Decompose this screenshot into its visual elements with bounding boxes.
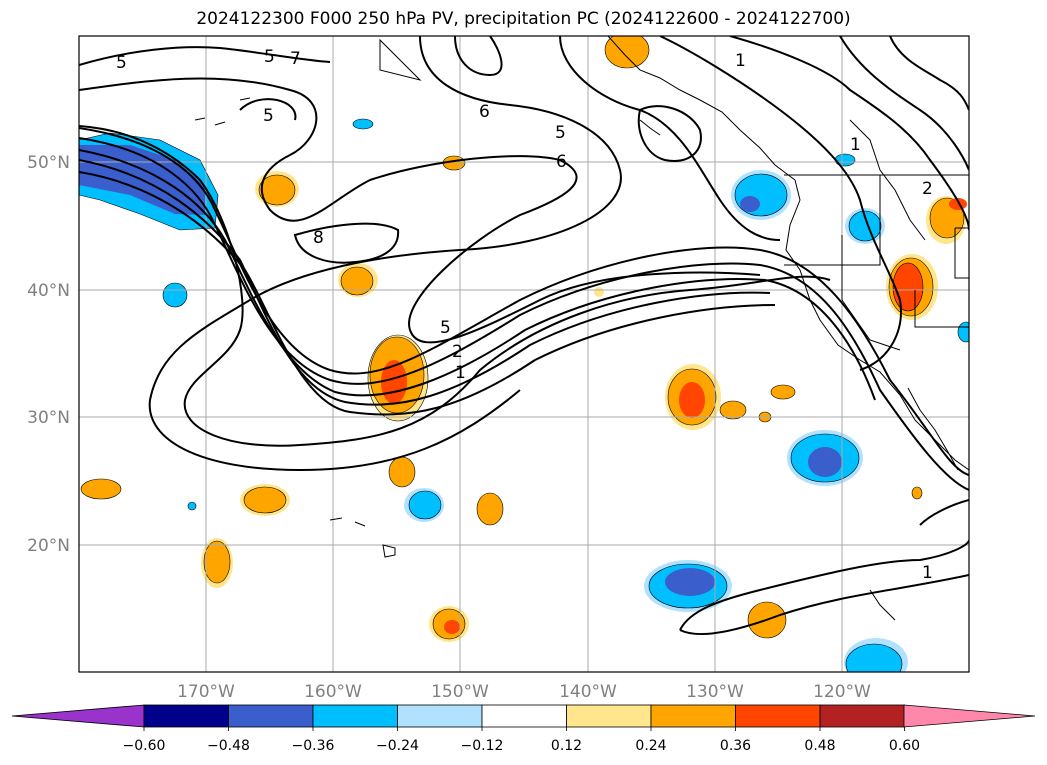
contour-line (454, 36, 503, 77)
lon-label: 140°W (559, 682, 617, 702)
colorbar-tick-label: 0.24 (635, 738, 666, 754)
contour-line (839, 36, 969, 171)
contour-labels: 5 5 7 6 5 6 8 5 2 1 1 1 2 1 5 (116, 47, 933, 583)
contour-line (79, 127, 969, 476)
contour-label: 6 (556, 152, 567, 172)
contour-label: 1 (850, 135, 861, 155)
contour-label: 2 (452, 342, 463, 362)
colorbar-extend-low (11, 704, 145, 728)
colorbar-tick-label: −0.60 (123, 738, 166, 754)
lat-label: 30°N (27, 408, 70, 428)
contour-label: 8 (313, 228, 324, 248)
colorbar-segment (735, 704, 821, 728)
contour-label: 5 (116, 53, 127, 73)
contour-line (293, 222, 400, 264)
negative-blob (787, 430, 863, 486)
contour-line (889, 36, 969, 111)
contour-label: 5 (263, 106, 274, 126)
lat-label: 20°N (27, 536, 70, 556)
pv-contours (79, 36, 969, 636)
latitude-labels: 50°N 40°N 30°N 20°N (27, 153, 70, 556)
lon-label: 130°W (686, 682, 744, 702)
lon-label: 160°W (304, 682, 362, 702)
colorbar-tick-label: 0.60 (889, 738, 920, 754)
contour-line (679, 574, 969, 636)
contour-line (919, 499, 969, 526)
colorbar-segment (819, 704, 905, 728)
colorbar-segment (143, 704, 229, 728)
colorbar-extend-high (903, 704, 1036, 728)
colorbar-tick-label: 0.12 (551, 738, 582, 754)
contour-label: 5 (440, 318, 451, 338)
colorbar-tick-label: 0.48 (804, 738, 835, 754)
coastlines (194, 36, 969, 621)
lat-label: 40°N (27, 281, 70, 301)
negative-blob (162, 118, 969, 672)
lon-label: 150°W (431, 682, 489, 702)
contour-label: 1 (455, 363, 466, 383)
colorbar-tick-labels: −0.60 −0.48 −0.36 −0.24 −0.12 0.12 0.24 … (123, 738, 921, 754)
contour-label: 7 (290, 49, 301, 69)
contour-line (79, 46, 331, 66)
contour-label: 5 (264, 47, 275, 67)
contour-line (729, 36, 969, 231)
positive-blob (80, 36, 923, 642)
negative-blob (644, 560, 732, 612)
contour-line (79, 171, 776, 416)
contour-label: 6 (479, 102, 490, 122)
positive-blob (665, 364, 747, 430)
colorbar-segment (566, 704, 652, 728)
contour-label: 2 (922, 179, 933, 199)
map-frame (78, 35, 970, 673)
colorbar-tick-label: 0.36 (720, 738, 751, 754)
contour-line (659, 36, 902, 371)
contour-line (679, 539, 969, 631)
colorbar-segment (228, 704, 314, 728)
contour-label: 5 (555, 123, 566, 143)
colorbar-tick-label: −0.12 (461, 738, 504, 754)
lat-label: 50°N (27, 153, 70, 173)
colorbar-tick-label: −0.24 (376, 738, 419, 754)
graticule (79, 36, 969, 672)
lon-label: 170°W (177, 682, 235, 702)
contour-label: 1 (735, 51, 746, 71)
contour-line (79, 159, 771, 406)
lon-label: 120°W (813, 682, 871, 702)
contour-line (239, 98, 297, 121)
contour-line (148, 36, 622, 472)
contour-line (79, 149, 876, 401)
colorbar-tick-label: −0.36 (292, 738, 335, 754)
contour-line (79, 125, 831, 447)
contour-line (559, 36, 781, 241)
colorbar-tick-label: −0.48 (207, 738, 250, 754)
colorbar-segment (312, 704, 398, 728)
contour-line (79, 77, 761, 344)
longitude-labels: 170°W 160°W 150°W 140°W 130°W 120°W (177, 682, 871, 702)
map-title: 2024122300 F000 250 hPa PV, precipitatio… (196, 9, 851, 29)
colorbar-segment (481, 704, 567, 728)
colorbar-segment (397, 704, 483, 728)
contour-label: 1 (922, 563, 933, 583)
contour-line (637, 105, 702, 162)
colorbar (11, 704, 1036, 731)
colorbar-segment (650, 704, 736, 728)
